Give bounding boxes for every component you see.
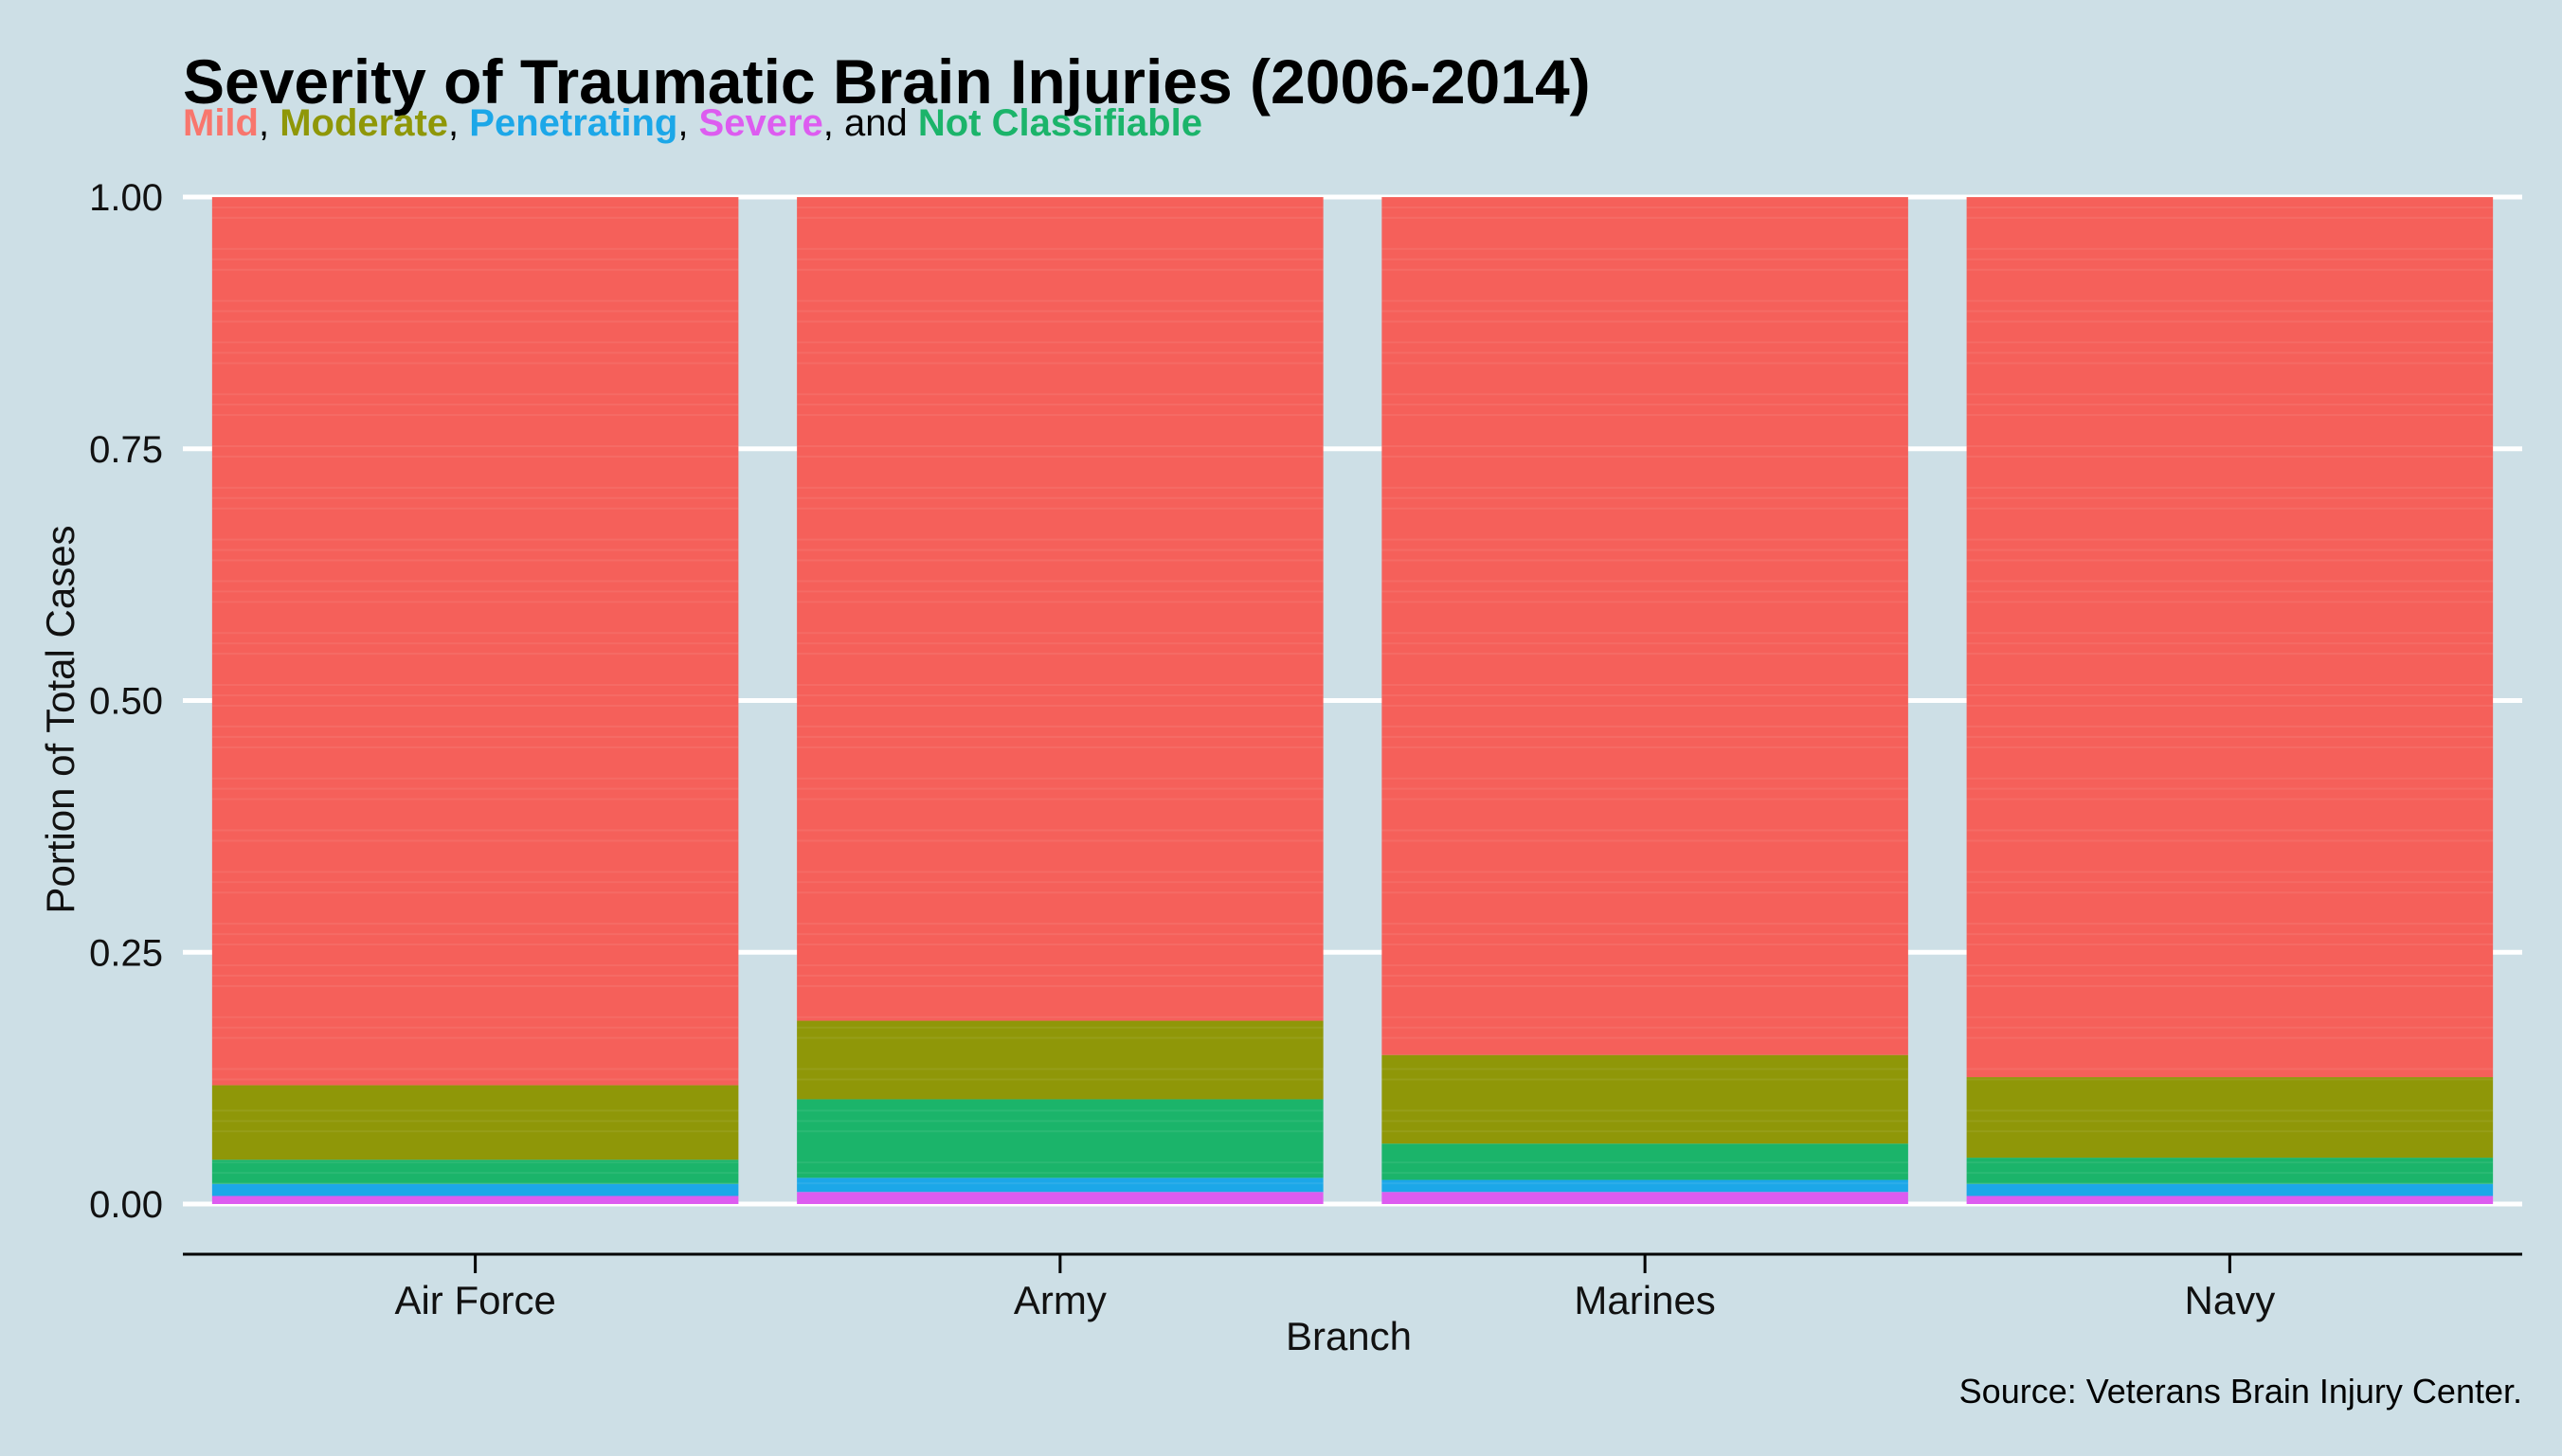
bar-texture-navy — [1966, 196, 2494, 1185]
chart-subtitle: Mild, Moderate, Penetrating, Severe, and… — [183, 102, 1202, 145]
y-tick-label-1: 0.25 — [89, 932, 163, 974]
bar-penetrating-army — [797, 1177, 1324, 1193]
bar-texture-army — [797, 196, 1324, 1185]
bar-mild-air-force — [211, 197, 739, 1086]
x-tick-label-0: Air Force — [394, 1278, 555, 1322]
bar-penetrating-marines — [1381, 1179, 1908, 1193]
bar-moderate-army — [797, 1020, 1324, 1100]
source-note: Source: Veterans Brain Injury Center. — [1958, 1372, 2522, 1411]
bar-moderate-navy — [1966, 1077, 2494, 1159]
y-tick-label-3: 0.75 — [89, 429, 163, 471]
bar-texture-marines — [1381, 196, 1908, 1185]
bar-not-classifiable-navy — [1966, 1158, 2494, 1184]
subtitle-segment-2: Moderate — [280, 102, 449, 144]
y-tick-label-2: 0.50 — [89, 681, 163, 723]
bar-not-classifiable-air-force — [211, 1159, 739, 1184]
bar-moderate-air-force — [211, 1085, 739, 1160]
subtitle-segment-7: , and — [822, 102, 918, 144]
bar-not-classifiable-army — [797, 1099, 1324, 1178]
bar-mild-army — [797, 197, 1324, 1021]
bar-moderate-marines — [1381, 1054, 1908, 1144]
subtitle-segment-8: Not Classifiable — [917, 102, 1202, 144]
subtitle-segment-1: , — [258, 102, 280, 144]
bar-penetrating-navy — [1966, 1183, 2494, 1196]
x-tick-label-2: Marines — [1574, 1278, 1715, 1322]
bar-penetrating-air-force — [211, 1183, 739, 1196]
x-tick-label-3: Navy — [2185, 1278, 2276, 1322]
bar-not-classifiable-marines — [1381, 1143, 1908, 1180]
chart-title: Severity of Traumatic Brain Injuries (20… — [183, 46, 1591, 117]
bar-mild-navy — [1966, 197, 2494, 1078]
subtitle-segment-0: Mild — [183, 102, 259, 144]
y-axis-title: Portion of Total Cases — [38, 525, 82, 913]
bar-severe-navy — [1966, 1195, 2494, 1204]
bar-mild-marines — [1381, 197, 1908, 1055]
bar-severe-marines — [1381, 1192, 1908, 1204]
bar-texture-air-force — [211, 196, 739, 1185]
subtitle-segment-5: , — [677, 102, 699, 144]
x-tick-label-1: Army — [1014, 1278, 1107, 1322]
subtitle-segment-4: Penetrating — [469, 102, 678, 144]
subtitle-segment-6: Severe — [698, 102, 823, 144]
y-tick-label-0: 0.00 — [89, 1184, 163, 1226]
bar-severe-air-force — [211, 1195, 739, 1204]
y-tick-label-4: 1.00 — [89, 177, 163, 219]
x-axis-title: Branch — [1286, 1314, 1412, 1358]
subtitle-segment-3: , — [448, 102, 470, 144]
bar-severe-army — [797, 1192, 1324, 1204]
